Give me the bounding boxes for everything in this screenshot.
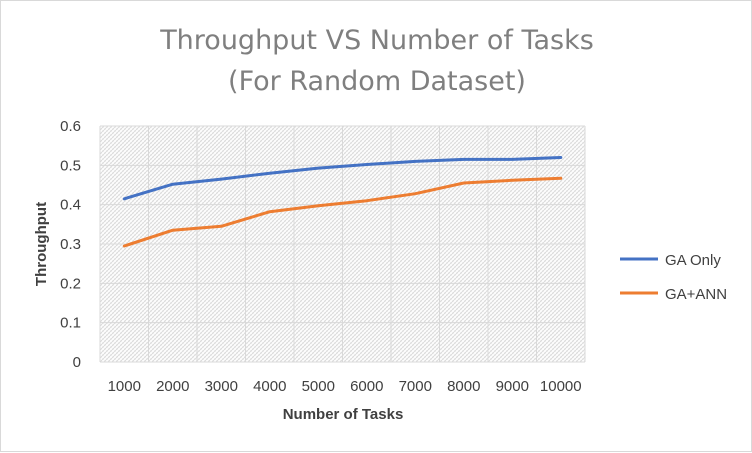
y-tick-label: 0.4 <box>60 197 81 214</box>
x-tick-label: 10000 <box>540 378 582 395</box>
x-tick-label: 2000 <box>156 378 189 395</box>
x-axis-title: Number of Tasks <box>283 406 404 423</box>
x-tick-label: 7000 <box>399 378 432 395</box>
grid-layer <box>99 125 586 363</box>
x-tick-label: 3000 <box>205 378 238 395</box>
chart-title-line-1: Throughput VS Number of Tasks <box>159 25 594 56</box>
y-axis-title: Throughput <box>33 202 50 286</box>
x-tick-label: 5000 <box>302 378 335 395</box>
y-tick-label: 0.2 <box>60 275 81 292</box>
x-tick-labels: 1000 2000 3000 4000 5000 6000 7000 8000 9000 1000… <box>108 378 582 395</box>
legend-label-ga-ann: GA+ANN <box>665 286 727 303</box>
series-line-ga-ann <box>122 176 563 248</box>
x-tick-label: 6000 <box>350 378 383 395</box>
x-tick-label: 9000 <box>496 378 529 395</box>
y-tick-label: 0.3 <box>60 236 81 253</box>
y-tick-label: 0.5 <box>60 157 81 174</box>
y-tick-label: 0 <box>73 354 81 371</box>
legend: GA Only GA+ANN <box>620 252 727 303</box>
x-tick-label: 8000 <box>447 378 480 395</box>
chart-title-line-2: (For Random Dataset) <box>228 66 526 97</box>
series-layer <box>122 156 563 248</box>
y-tick-label: 0.1 <box>60 315 81 332</box>
x-tick-label: 1000 <box>108 378 141 395</box>
series-line-ga-only <box>122 156 563 201</box>
y-tick-labels: 0 0.1 0.2 0.3 0.4 0.5 0.6 <box>60 118 81 371</box>
y-tick-label: 0.6 <box>60 118 81 135</box>
x-tick-label: 4000 <box>253 378 286 395</box>
legend-label-ga-only: GA Only <box>665 252 721 269</box>
